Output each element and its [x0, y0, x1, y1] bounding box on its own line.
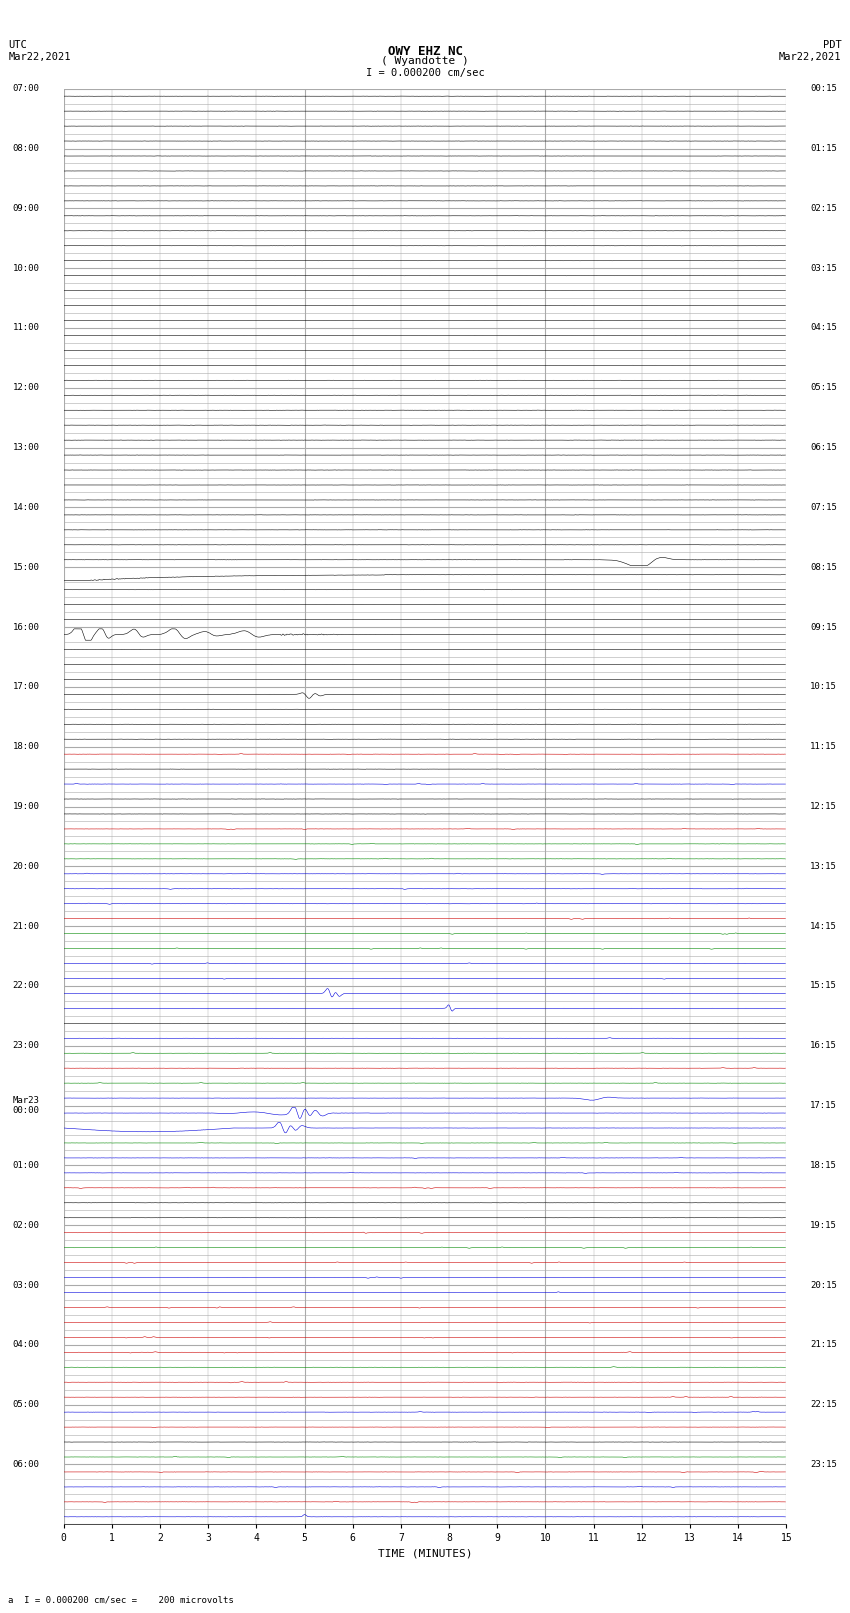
- Text: 08:15: 08:15: [810, 563, 837, 571]
- Text: 01:00: 01:00: [13, 1161, 40, 1169]
- Text: 02:00: 02:00: [13, 1221, 40, 1229]
- X-axis label: TIME (MINUTES): TIME (MINUTES): [377, 1548, 473, 1558]
- Text: 22:00: 22:00: [13, 981, 40, 990]
- Text: 13:15: 13:15: [810, 861, 837, 871]
- Text: 19:15: 19:15: [810, 1221, 837, 1229]
- Text: 11:15: 11:15: [810, 742, 837, 752]
- Text: 17:15: 17:15: [810, 1102, 837, 1110]
- Text: 04:00: 04:00: [13, 1340, 40, 1350]
- Text: 23:00: 23:00: [13, 1042, 40, 1050]
- Text: 10:15: 10:15: [810, 682, 837, 692]
- Text: 08:00: 08:00: [13, 144, 40, 153]
- Text: 21:15: 21:15: [810, 1340, 837, 1350]
- Text: 15:00: 15:00: [13, 563, 40, 571]
- Text: 12:00: 12:00: [13, 384, 40, 392]
- Text: OWY EHZ NC: OWY EHZ NC: [388, 45, 462, 58]
- Text: 20:15: 20:15: [810, 1281, 837, 1289]
- Text: 05:15: 05:15: [810, 384, 837, 392]
- Text: 07:15: 07:15: [810, 503, 837, 511]
- Text: 21:00: 21:00: [13, 921, 40, 931]
- Text: 05:00: 05:00: [13, 1400, 40, 1410]
- Text: 18:00: 18:00: [13, 742, 40, 752]
- Text: 13:00: 13:00: [13, 444, 40, 452]
- Text: 10:00: 10:00: [13, 263, 40, 273]
- Text: 01:15: 01:15: [810, 144, 837, 153]
- Text: UTC
Mar22,2021: UTC Mar22,2021: [8, 40, 71, 61]
- Text: 22:15: 22:15: [810, 1400, 837, 1410]
- Text: ( Wyandotte ): ( Wyandotte ): [381, 56, 469, 66]
- Text: PDT
Mar22,2021: PDT Mar22,2021: [779, 40, 842, 61]
- Text: 17:00: 17:00: [13, 682, 40, 692]
- Text: I = 0.000200 cm/sec: I = 0.000200 cm/sec: [366, 68, 484, 77]
- Text: 03:00: 03:00: [13, 1281, 40, 1289]
- Text: 09:00: 09:00: [13, 203, 40, 213]
- Text: a  I = 0.000200 cm/sec =    200 microvolts: a I = 0.000200 cm/sec = 200 microvolts: [8, 1595, 235, 1605]
- Text: 09:15: 09:15: [810, 623, 837, 632]
- Text: 00:15: 00:15: [810, 84, 837, 94]
- Text: 16:15: 16:15: [810, 1042, 837, 1050]
- Text: 04:15: 04:15: [810, 324, 837, 332]
- Text: 06:00: 06:00: [13, 1460, 40, 1469]
- Text: 16:00: 16:00: [13, 623, 40, 632]
- Text: 14:00: 14:00: [13, 503, 40, 511]
- Text: 06:15: 06:15: [810, 444, 837, 452]
- Text: 15:15: 15:15: [810, 981, 837, 990]
- Text: Mar23
00:00: Mar23 00:00: [13, 1095, 40, 1115]
- Text: 03:15: 03:15: [810, 263, 837, 273]
- Text: 14:15: 14:15: [810, 921, 837, 931]
- Text: 07:00: 07:00: [13, 84, 40, 94]
- Text: 18:15: 18:15: [810, 1161, 837, 1169]
- Text: 20:00: 20:00: [13, 861, 40, 871]
- Text: 02:15: 02:15: [810, 203, 837, 213]
- Text: 11:00: 11:00: [13, 324, 40, 332]
- Text: 12:15: 12:15: [810, 802, 837, 811]
- Text: 23:15: 23:15: [810, 1460, 837, 1469]
- Text: 19:00: 19:00: [13, 802, 40, 811]
